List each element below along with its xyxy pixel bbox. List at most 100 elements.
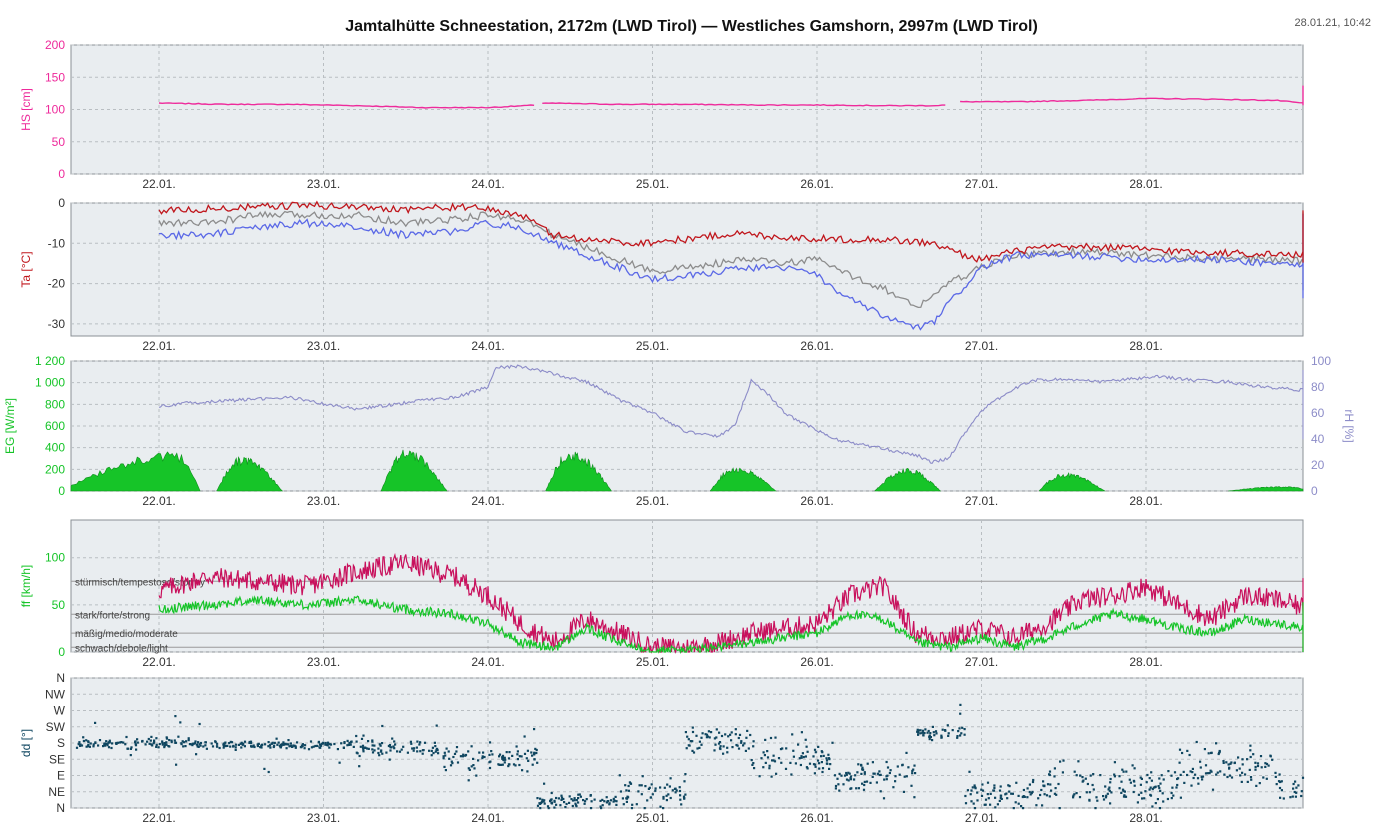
dd-point: [1032, 778, 1035, 782]
dd-point: [951, 729, 954, 732]
dd-point: [726, 751, 729, 754]
dd-point: [451, 762, 454, 765]
dd-point: [1172, 794, 1175, 797]
dd-point: [735, 743, 738, 747]
dd-point: [268, 744, 272, 747]
dd-point: [536, 804, 540, 807]
dd-point: [534, 747, 537, 750]
dd-point: [928, 738, 931, 741]
dd-point: [462, 753, 465, 756]
dd-point: [250, 742, 253, 745]
dd-point: [1157, 785, 1160, 788]
dd-point: [1162, 778, 1165, 781]
dd-point: [614, 795, 617, 798]
dd-point: [1203, 748, 1206, 751]
dd-point: [845, 773, 848, 776]
dd-point: [1209, 769, 1212, 772]
dd-point: [1277, 780, 1281, 783]
dd-point: [784, 767, 788, 770]
dd-point: [994, 806, 997, 809]
dd-point: [903, 775, 906, 778]
dd-point: [1043, 793, 1046, 796]
dd-point: [491, 753, 494, 756]
dd-point: [1256, 764, 1260, 768]
dd-point: [789, 761, 792, 764]
dd-point: [996, 803, 999, 806]
dd-point: [1256, 762, 1260, 765]
x-tick-label: 28.01.: [1129, 655, 1162, 669]
dd-point: [989, 792, 992, 795]
dd-point: [847, 779, 850, 782]
dd-point: [150, 743, 153, 746]
dd-point: [669, 796, 672, 800]
dd-point: [204, 741, 207, 744]
dd-point: [526, 770, 529, 773]
dd-point: [443, 765, 446, 768]
dd-point: [684, 731, 687, 734]
y-tick-label: NW: [45, 687, 66, 701]
dd-point: [165, 743, 168, 746]
y2-tick-label: 0: [1311, 484, 1318, 498]
dd-point: [130, 746, 133, 749]
dd-point: [1026, 796, 1029, 799]
dd-point: [1137, 793, 1140, 796]
dd-point: [312, 745, 315, 748]
dd-point: [490, 750, 493, 753]
dd-point: [1128, 778, 1131, 781]
dd-point: [543, 799, 546, 802]
dd-point: [562, 797, 565, 801]
dd-point: [264, 743, 267, 746]
dd-point: [1267, 764, 1270, 767]
dd-point: [1096, 799, 1099, 802]
dd-point: [444, 769, 447, 772]
dd-point: [1188, 753, 1191, 757]
dd-point: [1162, 800, 1165, 803]
dd-point: [500, 763, 503, 766]
dd-point: [871, 775, 874, 778]
threshold-label: schwach/debole/light: [75, 643, 168, 654]
dd-point: [710, 731, 713, 734]
dd-point: [1141, 797, 1144, 800]
dd-point: [550, 791, 553, 795]
dd-point: [1186, 773, 1189, 777]
y-tick-label: N: [56, 671, 65, 685]
dd-point: [1301, 776, 1305, 779]
dd-point: [1113, 773, 1116, 776]
dd-point: [164, 743, 167, 746]
dd-point: [574, 802, 577, 805]
dd-point: [924, 728, 927, 731]
x-tick-label: 28.01.: [1129, 811, 1162, 825]
dd-point: [921, 729, 925, 732]
dd-point: [1246, 780, 1249, 783]
dd-point: [196, 745, 199, 748]
dd-point: [455, 746, 459, 749]
dd-point: [1228, 766, 1231, 769]
dd-point: [388, 744, 392, 747]
dd-point: [472, 757, 475, 760]
dd-point: [781, 747, 784, 750]
dd-point: [872, 772, 875, 775]
y-tick-label: 0: [58, 167, 65, 181]
dd-point: [136, 741, 139, 744]
dd-point: [1054, 787, 1057, 790]
dd-point: [1121, 788, 1125, 791]
dd-point: [185, 740, 188, 743]
y-tick-label: 1 200: [35, 354, 65, 368]
dd-point: [696, 747, 699, 750]
dd-point: [665, 799, 668, 802]
dd-point: [452, 755, 455, 759]
x-tick-label: 27.01.: [965, 811, 998, 825]
dd-point: [94, 721, 97, 724]
dd-point: [434, 750, 437, 753]
dd-point: [389, 746, 392, 749]
dd-point: [746, 729, 749, 732]
dd-point: [1166, 797, 1169, 801]
dd-point: [155, 743, 158, 746]
dd-point: [989, 803, 992, 806]
dd-point: [1121, 768, 1124, 771]
dd-point: [204, 744, 207, 747]
dd-point: [1269, 754, 1272, 757]
dd-point: [541, 798, 544, 801]
dd-point: [896, 765, 899, 768]
dd-point: [272, 745, 275, 749]
